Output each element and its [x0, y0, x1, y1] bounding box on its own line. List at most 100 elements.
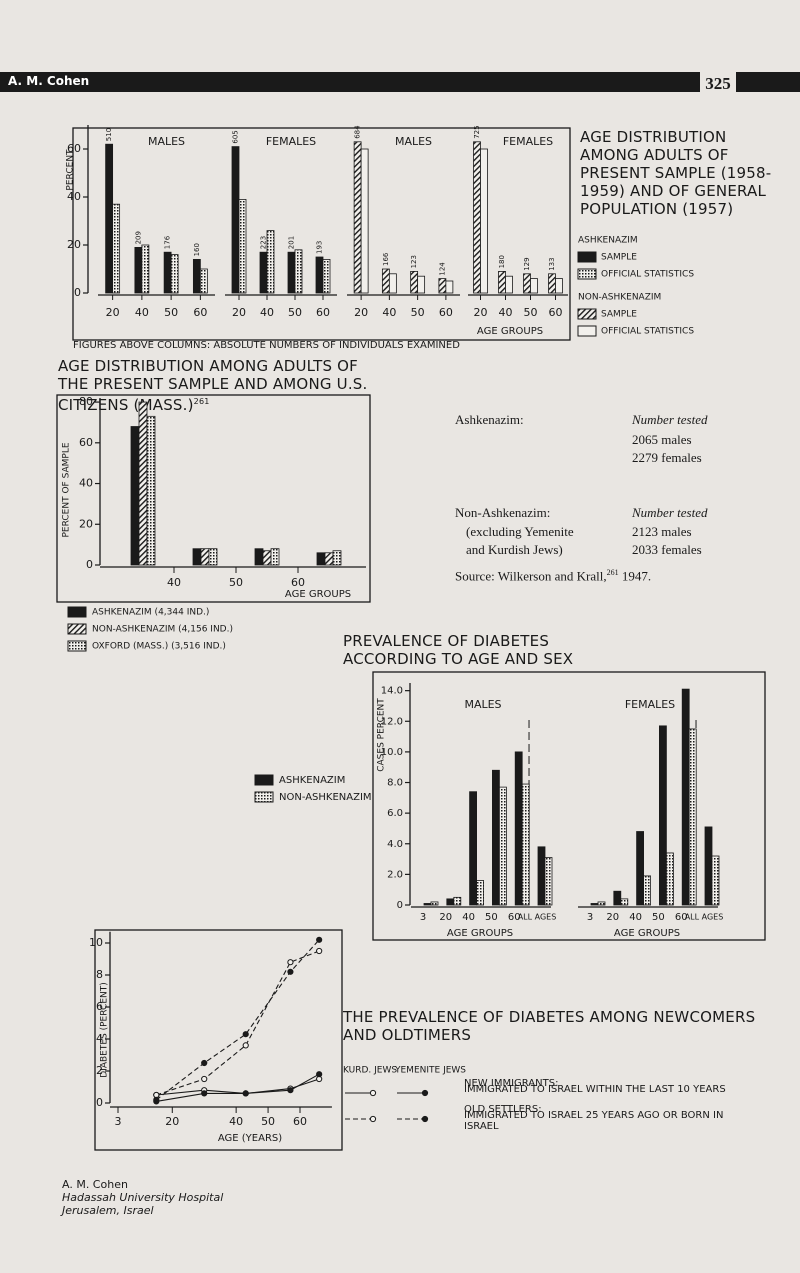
x-tick-label: 60 [291, 576, 305, 589]
x-tick-label: 60 [293, 1115, 307, 1128]
bar [238, 198, 247, 294]
bar [105, 143, 114, 294]
bar [523, 273, 531, 294]
sample-count: 2065 males [632, 432, 692, 447]
chart-note: FIGURES ABOVE COLUMNS: ABSOLUTE NUMBERS … [73, 340, 460, 351]
bar [138, 401, 148, 566]
x-tick-label: 20 [232, 306, 246, 319]
sample-heading: Number tested [632, 505, 708, 520]
point [201, 1059, 208, 1067]
legend-swatch [67, 606, 87, 618]
legend-label: SAMPLE [601, 310, 637, 320]
x-axis-label: AGE GROUPS [285, 589, 351, 600]
x-tick-label: 60 [439, 306, 453, 319]
sample-label: Non-Ashkenazim: [455, 505, 551, 520]
bar [659, 725, 667, 906]
sample-heading: Number tested [632, 412, 708, 427]
point [316, 947, 323, 955]
bar [613, 890, 622, 906]
chart-title: THE PREVALENCE OF DIABETES AMONG NEWCOME… [343, 1008, 756, 1044]
count-label: 223 [260, 236, 268, 249]
sample-detail: (excluding Yemenite [466, 524, 574, 539]
y-tick-label: 0 [397, 900, 403, 911]
bar [112, 203, 121, 294]
bar [231, 146, 240, 294]
bar [192, 548, 202, 566]
y-axis-label: DIABETES (PERCENT) [100, 982, 110, 1078]
panel-title: FEMALES [625, 698, 675, 711]
bar [316, 552, 326, 566]
x-tick-label: 40 [382, 306, 396, 319]
bar [141, 244, 150, 294]
count-label: 166 [382, 252, 390, 266]
x-axis-label: AGE GROUPS [477, 326, 543, 337]
y-tick-label: 2.0 [387, 869, 403, 880]
panel-title: FEMALES [503, 135, 553, 148]
x-tick-label: 50 [261, 1115, 275, 1128]
legend-marker [369, 1089, 377, 1097]
bar [287, 251, 296, 294]
y-tick-label: 6.0 [387, 808, 403, 819]
x-tick-label: 3 [420, 912, 426, 923]
bar [381, 268, 390, 294]
line [156, 1073, 320, 1102]
count-label: 129 [523, 257, 531, 270]
bar [530, 278, 538, 294]
bar [199, 268, 208, 294]
bar [666, 852, 674, 906]
bar [620, 898, 629, 906]
bar [597, 901, 606, 906]
count-label: 510 [105, 128, 113, 141]
count-label: 605 [232, 130, 240, 143]
legend-label: OFFICIAL STATISTICS [601, 327, 694, 337]
y-tick-label: 10.0 [381, 747, 403, 758]
bar [388, 273, 397, 294]
y-tick-label: 0 [74, 286, 81, 299]
bar [521, 783, 530, 906]
count-label: 160 [193, 243, 201, 256]
y-tick-label: 14.0 [381, 686, 403, 697]
bar [360, 148, 369, 294]
x-tick-label: ALL AGES [518, 913, 557, 922]
sample-count: 2033 females [632, 542, 702, 557]
y-axis-label: PERCENT OF SAMPLE [62, 442, 72, 537]
y-tick-label: 8.0 [387, 778, 403, 789]
bar [294, 249, 303, 294]
bar [491, 769, 500, 906]
bar [410, 270, 419, 294]
line [155, 939, 320, 1101]
bar [266, 230, 275, 294]
bar [704, 826, 713, 906]
x-axis-label: AGE GROUPS [447, 928, 513, 939]
bar [208, 548, 218, 566]
count-label: 133 [548, 257, 556, 270]
x-tick-label: 20 [474, 306, 488, 319]
bar [134, 246, 143, 294]
legend-column: KURD. JEWS [343, 1066, 397, 1076]
legend-label: OLD SETTLERS: [464, 1104, 542, 1115]
point [242, 1042, 249, 1049]
bar [711, 855, 720, 906]
source: Source: Wilkerson and Krall,261 1947. [455, 568, 651, 584]
x-tick-label: 50 [652, 912, 665, 923]
x-tick-label: 60 [508, 912, 521, 923]
source-ref: 261 [606, 568, 619, 577]
chart-frame [72, 127, 571, 341]
bar [170, 254, 179, 294]
bar [417, 275, 426, 294]
count-label: 124 [438, 262, 446, 276]
point [153, 1096, 160, 1103]
count-label: 180 [498, 255, 506, 268]
bar [514, 751, 523, 906]
bar [163, 251, 172, 294]
x-tick-label: 50 [288, 306, 302, 319]
header-band [0, 72, 800, 92]
y-tick-label: 20 [67, 238, 81, 251]
bar [438, 278, 447, 294]
footer-affiliation: Hadassah University Hospital [62, 1191, 224, 1204]
legend-label: OFFICIAL STATISTICS [601, 270, 694, 280]
bar [446, 898, 455, 906]
bar [430, 901, 439, 906]
bar [548, 273, 556, 294]
y-tick-label: 60 [79, 436, 93, 449]
